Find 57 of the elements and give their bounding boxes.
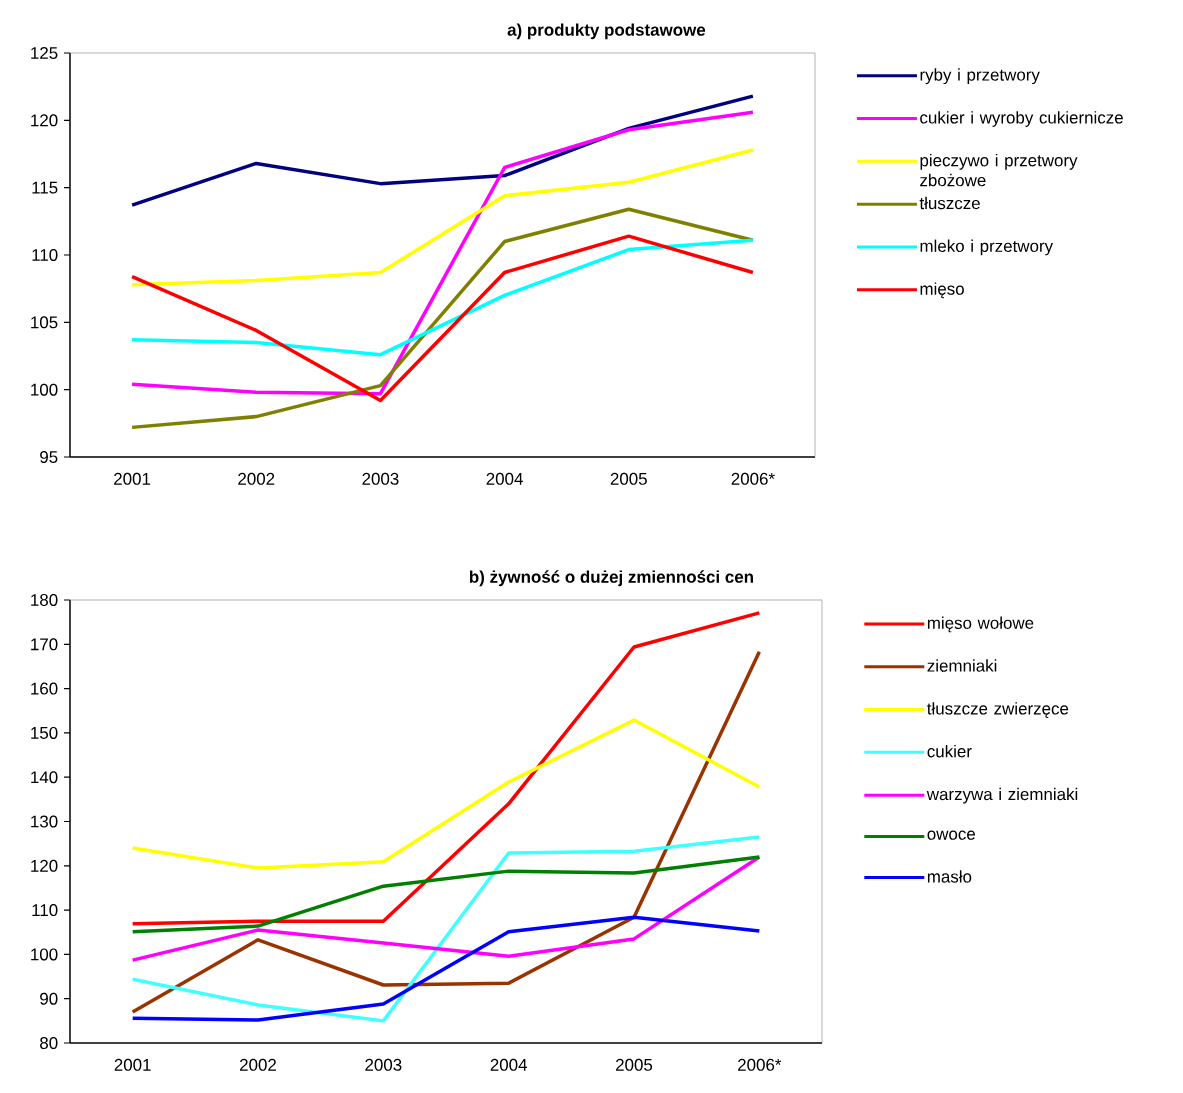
- y-tick-label: 100: [31, 383, 58, 396]
- legend-label: owoce: [927, 830, 975, 840]
- x-tick-label: 2006*: [738, 1058, 782, 1071]
- line-series: [130, 611, 762, 926]
- x-tick-label: 2001: [114, 472, 151, 485]
- line-series: [130, 855, 762, 962]
- chart-title: a) produkty podstawowe: [507, 23, 706, 40]
- legend-label: ziemniaki: [927, 659, 997, 672]
- x-tick-label: 2006*: [731, 472, 775, 485]
- line-series: [130, 110, 755, 396]
- legend-label: mięso: [920, 282, 964, 299]
- y-tick-label: 170: [31, 638, 58, 651]
- legend-label: masło: [927, 870, 972, 883]
- y-tick-label: 140: [31, 771, 58, 784]
- legend-label: ryby i przetwory: [920, 68, 1040, 85]
- y-tick-label: 90: [40, 992, 58, 1005]
- y-tick-label: 120: [31, 859, 58, 872]
- line-series: [130, 650, 762, 1014]
- line-series: [130, 148, 755, 287]
- y-tick-label: 105: [31, 316, 58, 329]
- line-series: [130, 238, 755, 357]
- line-series: [130, 718, 762, 870]
- y-tick-label: 100: [31, 948, 58, 961]
- y-tick-label: 150: [31, 726, 58, 739]
- y-tick-label: 160: [31, 682, 58, 695]
- line-series: [130, 94, 755, 207]
- legend-label: mięso wołowe: [927, 616, 1034, 633]
- y-tick-label: 125: [31, 47, 58, 59]
- x-tick-label: 2003: [362, 472, 399, 485]
- line-series: [130, 835, 762, 1023]
- y-tick-label: 110: [32, 904, 58, 917]
- line-series: [130, 915, 762, 1022]
- line-series: [130, 207, 755, 430]
- chart-title: b) żywność o dużej zmienności cen: [469, 570, 753, 587]
- legend-label: mleko i przetwory: [920, 239, 1054, 256]
- x-tick-label: 2004: [486, 472, 523, 485]
- x-tick-label: 2002: [238, 472, 275, 485]
- x-tick-label: 2001: [114, 1058, 151, 1071]
- legend-label: warzywa i ziemniaki: [926, 787, 1078, 804]
- x-tick-label: 2004: [490, 1058, 527, 1071]
- y-tick-label: 120: [31, 114, 58, 127]
- y-tick-label: 180: [31, 594, 58, 607]
- y-tick-label: 80: [40, 1037, 58, 1050]
- y-tick-label: 130: [31, 815, 58, 828]
- legend-label: cukier i wyroby cukiernicze: [920, 111, 1123, 127]
- y-tick-label: 110: [32, 249, 58, 262]
- x-tick-label: 2003: [365, 1058, 402, 1071]
- line-series: [130, 855, 762, 934]
- x-tick-label: 2005: [610, 472, 647, 485]
- line-series: [130, 234, 755, 403]
- legend-label: cukier: [927, 744, 972, 758]
- legend-label: tłuszcze zwierzęce: [927, 702, 1069, 718]
- x-tick-label: 2002: [240, 1058, 276, 1071]
- x-tick-label: 2005: [616, 1058, 653, 1071]
- y-tick-label: 95: [40, 451, 58, 464]
- y-tick-label: 115: [32, 181, 58, 194]
- legend-label: tłuszcze: [919, 196, 980, 210]
